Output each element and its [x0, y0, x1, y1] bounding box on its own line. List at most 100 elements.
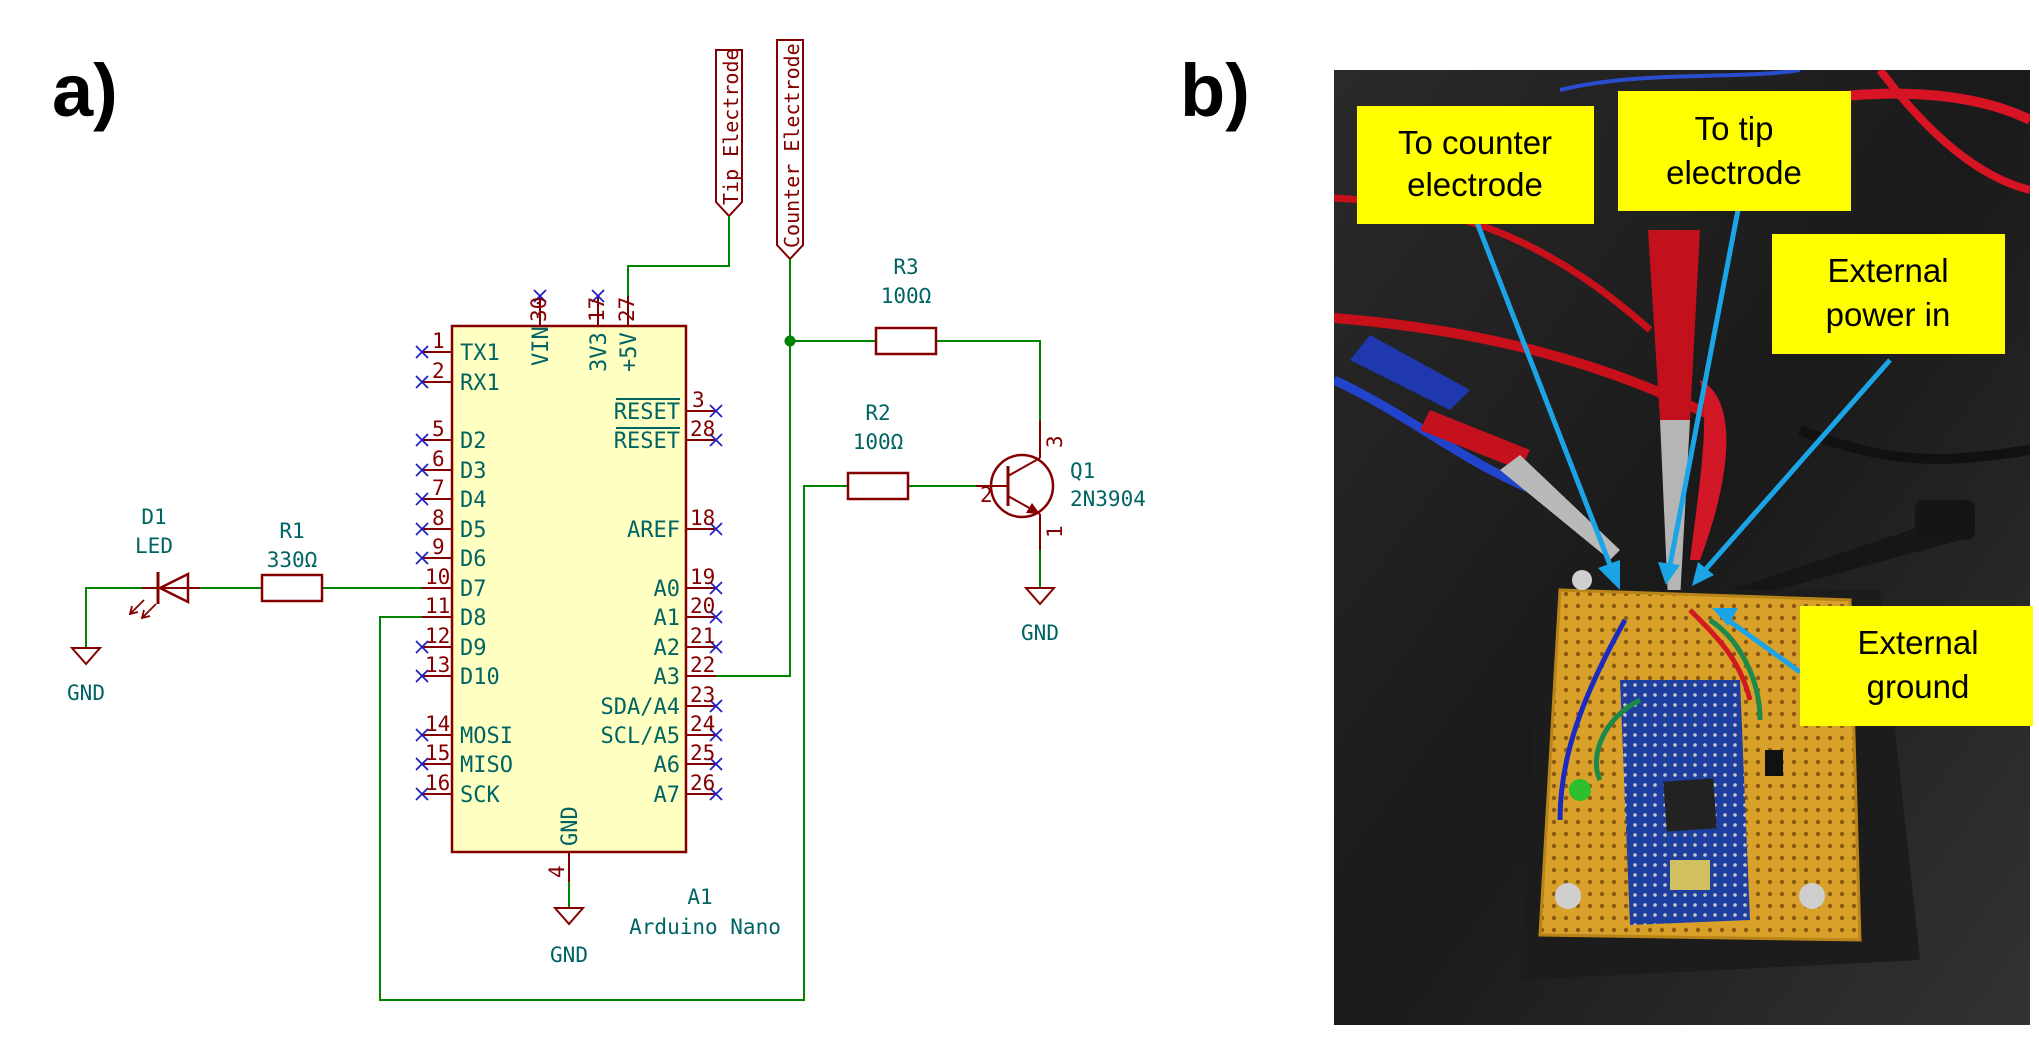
resistor-r3: R3 100Ω — [874, 255, 938, 356]
pin-num-27: 27 — [615, 297, 639, 322]
pin-name-d5: D5 — [460, 518, 487, 543]
pin-name-d8: D8 — [460, 606, 487, 631]
svg-text:electrode: electrode — [1407, 166, 1543, 203]
pin-name-sda-a4: SDA/A4 — [601, 695, 680, 720]
svg-text:100Ω: 100Ω — [881, 284, 932, 308]
svg-text:GND: GND — [558, 806, 583, 846]
schematic-wires — [85, 216, 1041, 1001]
svg-text:2: 2 — [980, 483, 993, 507]
pin-num-25: 25 — [690, 741, 715, 765]
svg-text:R1: R1 — [279, 519, 304, 543]
svg-text:LED: LED — [135, 534, 173, 558]
svg-text:Tip Electrode: Tip Electrode — [719, 48, 743, 205]
pin-name-scl-a5: SCL/A5 — [601, 724, 680, 749]
pin-name-mosi: MOSI — [460, 724, 513, 749]
pin-name-a2: A2 — [654, 636, 681, 661]
setup-photo: To counter electrode To tip electrode Ex… — [1334, 70, 2033, 1025]
callout-external-power: External power in — [1772, 234, 2005, 354]
svg-text:External: External — [1827, 252, 1948, 289]
svg-text:100Ω: 100Ω — [853, 430, 904, 454]
pin-name-tx1: TX1 — [460, 341, 500, 366]
arduino-top-pins: 30 17 27 VIN 3V3 +5V — [527, 289, 642, 372]
transistor-q1: 2 3 1 Q1 2N3904 — [976, 420, 1146, 550]
panel-label-b: b) — [1180, 49, 1250, 132]
pin-name-reset-1: RESET — [614, 400, 680, 425]
pin-num-7: 7 — [432, 476, 445, 500]
pin-name-d4: D4 — [460, 488, 487, 513]
callout-counter-electrode: To counter electrode — [1357, 106, 1594, 224]
callout-external-ground: External ground — [1800, 606, 2033, 726]
resistor-r2: R2 100Ω — [846, 401, 910, 501]
arduino-ref: A1 — [687, 885, 712, 909]
pin-name-d7: D7 — [460, 577, 487, 602]
pin-name-d2: D2 — [460, 429, 487, 454]
pin-name-miso: MISO — [460, 753, 513, 778]
net-label-tip: Tip Electrode — [715, 48, 743, 218]
gnd-label-q1: GND — [1021, 621, 1059, 645]
led-d1: D1 LED — [128, 505, 200, 620]
pin-num-14: 14 — [425, 712, 450, 736]
pin-num-17: 17 — [585, 297, 609, 322]
pin-num-24: 24 — [690, 712, 715, 736]
pin-num-21: 21 — [690, 624, 715, 648]
pin-num-9: 9 — [432, 535, 445, 559]
pin-num-16: 16 — [425, 771, 450, 795]
svg-text:D1: D1 — [141, 505, 166, 529]
svg-text:R2: R2 — [865, 401, 890, 425]
callout-tip-electrode: To tip electrode — [1618, 91, 1851, 211]
pin-name-d9: D9 — [460, 636, 487, 661]
pin-num-5: 5 — [432, 417, 445, 441]
arduino-gnd-pin: 4 GND GND — [545, 806, 588, 967]
gnd-label-led: GND — [67, 681, 105, 705]
pin-name-5v: +5V — [617, 332, 642, 372]
pin-num-10: 10 — [425, 565, 450, 589]
pin-name-sck: SCK — [460, 783, 500, 808]
pin-name-d6: D6 — [460, 547, 487, 572]
gnd-symbol-led: GND — [67, 647, 105, 705]
pin-num-15: 15 — [425, 741, 450, 765]
pin-num-18: 18 — [690, 506, 715, 530]
pin-num-13: 13 — [425, 653, 450, 677]
pin-name-a1: A1 — [654, 606, 681, 631]
pin-num-23: 23 — [690, 683, 715, 707]
pin-num-3: 3 — [692, 388, 705, 412]
svg-text:To tip: To tip — [1695, 110, 1774, 147]
pin-num-8: 8 — [432, 506, 445, 530]
callout-arrows — [1473, 209, 1892, 675]
panel-label-a: a) — [52, 49, 118, 132]
pin-name-a3: A3 — [654, 665, 681, 690]
pin-num-19: 19 — [690, 565, 715, 589]
svg-text:330Ω: 330Ω — [267, 548, 318, 572]
svg-text:Q1: Q1 — [1070, 459, 1095, 483]
pin-name-d10: D10 — [460, 665, 500, 690]
pin-num-1: 1 — [432, 329, 445, 353]
resistor-r1: R1 330Ω — [260, 519, 324, 603]
svg-text:1: 1 — [1043, 525, 1067, 538]
arduino-left-pins: 1 2 5 6 7 8 9 10 11 12 13 14 15 16 TX1 R… — [415, 329, 513, 808]
svg-text:4: 4 — [545, 865, 569, 878]
svg-text:R3: R3 — [893, 255, 918, 279]
svg-text:2N3904: 2N3904 — [1070, 487, 1146, 511]
svg-text:Counter Electrode: Counter Electrode — [780, 43, 804, 248]
net-label-counter: Counter Electrode — [776, 39, 804, 261]
pin-num-28: 28 — [690, 417, 715, 441]
pin-name-reset-2: RESET — [614, 429, 680, 454]
arduino-value: Arduino Nano — [629, 915, 781, 939]
pin-name-a7: A7 — [654, 783, 681, 808]
pin-num-6: 6 — [432, 447, 445, 471]
pin-num-22: 22 — [690, 653, 715, 677]
svg-text:External: External — [1857, 624, 1978, 661]
pin-name-a6: A6 — [654, 753, 681, 778]
svg-text:power in: power in — [1826, 296, 1951, 333]
pin-num-12: 12 — [425, 624, 450, 648]
pin-name-vin: VIN — [529, 326, 554, 366]
gnd-symbol-q1: GND — [1021, 587, 1059, 645]
svg-text:3: 3 — [1043, 435, 1067, 448]
pin-name-rx1: RX1 — [460, 371, 500, 396]
pin-num-11: 11 — [425, 594, 450, 618]
svg-text:To counter: To counter — [1398, 124, 1552, 161]
arduino-right-pins: 3 28 18 19 20 21 22 23 24 25 26 RESET RE… — [601, 388, 723, 808]
gnd-label-arduino: GND — [550, 943, 588, 967]
pin-num-20: 20 — [690, 594, 715, 618]
